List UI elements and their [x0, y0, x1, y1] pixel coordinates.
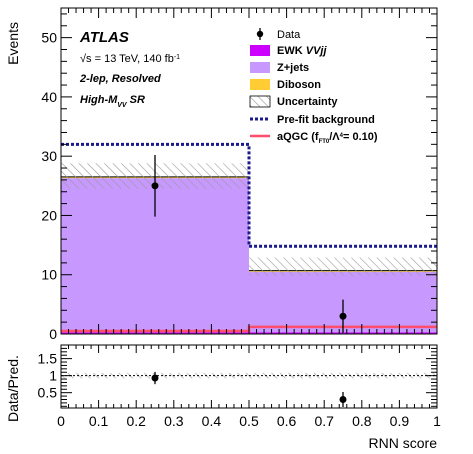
legend-label-ewk: EWK VVjj: [277, 45, 327, 57]
legend-swatch-zjets: [250, 62, 270, 73]
legend-swatch-ewk: [250, 45, 270, 56]
x-tick-label: 0.1: [89, 413, 109, 429]
legend-entry-ewk: EWK VVjj: [250, 45, 327, 57]
legend: Data EWK VVjj Z+jets Diboson Uncertainty…: [249, 28, 378, 145]
legend-entry-zjets: Z+jets: [250, 62, 309, 74]
channel-label: 2-lep, Resolved: [79, 73, 161, 85]
legend-label-uncertainty: Uncertainty: [277, 96, 338, 108]
main-plot-frame: [60, 7, 438, 335]
y-tick-label: 50: [41, 30, 57, 46]
data-point-1: [151, 182, 159, 190]
x-tick-label: 0.8: [352, 413, 372, 429]
x-tick-label: 0.9: [390, 413, 410, 429]
x-tick-label: 1: [433, 413, 441, 429]
y-tick-label: 30: [41, 148, 57, 164]
legend-entry-prefit: Pre-fit background: [250, 114, 375, 126]
atlas-label: ATLAS: [79, 29, 129, 46]
x-tick-label: 0.4: [202, 413, 222, 429]
legend-label-aqgc: aQGC (fFT0/Λ4= 0.10): [277, 131, 378, 145]
legend-label-diboson: Diboson: [277, 79, 321, 91]
main-plot: 0 10 20 30 40 50: [41, 8, 438, 342]
x-tick-label: 0.7: [314, 413, 334, 429]
legend-label-data: Data: [277, 29, 301, 41]
x-tick-label: 0: [57, 413, 65, 429]
ratio-point-1: [151, 374, 159, 382]
x-tick-label: 0.5: [239, 413, 259, 429]
x-tick-label: 0.3: [164, 413, 184, 429]
ratio-plot-frame: [60, 344, 438, 409]
y-tick-label: 40: [41, 89, 57, 105]
legend-label-prefit: Pre-fit background: [277, 114, 375, 126]
y-axis-title: Events: [5, 22, 21, 65]
legend-swatch-diboson: [250, 79, 270, 90]
legend-entry-aqgc: aQGC (fFT0/Λ4= 0.10): [250, 131, 378, 145]
legend-label-zjets: Z+jets: [277, 62, 309, 74]
region-label: High-MVV SR: [80, 94, 145, 109]
legend-entry-data: Data: [256, 28, 301, 41]
ratio-plot: 0.511.50 0.1 0.2 0.3 0.4 0.5 0.6 0.7 0.8 0.9 1: [38, 345, 441, 429]
y-tick-label: 10: [41, 267, 57, 283]
ratio-y-tick-label: 0.5: [38, 385, 58, 401]
ratio-point-2: [339, 395, 347, 403]
y-tick-label: 20: [41, 207, 57, 223]
x-axis-title: RNN score: [369, 435, 438, 451]
legend-data-marker: [256, 30, 264, 38]
y-tick-label: 0: [49, 326, 57, 342]
ratio-y-axis-title: Data/Pred.: [5, 355, 21, 422]
ratio-y-tick-label: 1: [49, 368, 57, 384]
uncertainty-band-bin2: [249, 257, 437, 276]
data-point-2: [339, 312, 347, 320]
legend-swatch-uncertainty: [249, 95, 271, 108]
bar-ewk-bin1: [61, 332, 249, 334]
legend-entry-diboson: Diboson: [250, 79, 321, 91]
ratio-y-tick-label: 1.5: [38, 351, 58, 367]
x-tick-label: 0.2: [126, 413, 146, 429]
bar-ewk-bin2: [249, 332, 437, 334]
energy-label: √s = 13 TeV, 140 fb-1: [80, 53, 180, 65]
x-tick-label: 0.6: [277, 413, 297, 429]
legend-entry-uncertainty: Uncertainty: [249, 95, 338, 108]
